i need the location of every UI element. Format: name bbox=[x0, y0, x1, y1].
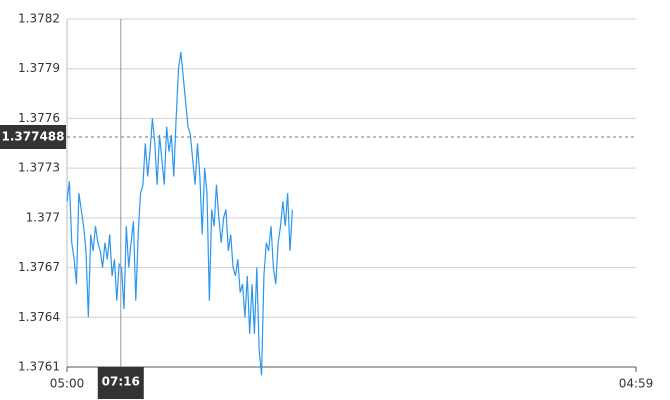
y-tick-label: 1.3773 bbox=[18, 161, 60, 175]
y-tick-label: 1.3782 bbox=[18, 12, 60, 26]
y-tick-label: 1.3767 bbox=[18, 260, 60, 274]
x-tick-label: 04:59 bbox=[619, 377, 654, 391]
y-tick-label: 1.3764 bbox=[18, 310, 60, 324]
y-tick-label: 1.3761 bbox=[18, 360, 60, 374]
y-tick-label: 1.3779 bbox=[18, 61, 60, 75]
crosshair-x-label-box bbox=[97, 367, 144, 399]
y-tick-label: 1.3776 bbox=[18, 111, 60, 125]
crosshair-y-label-box bbox=[0, 124, 66, 149]
y-tick-label: 1.377 bbox=[26, 210, 60, 224]
line-series bbox=[66, 52, 293, 376]
crosshair-x-label: 07:16 bbox=[102, 375, 140, 389]
x-tick-label: 05:00 bbox=[50, 377, 85, 391]
crosshair-y-label: 1.377488 bbox=[1, 129, 64, 143]
